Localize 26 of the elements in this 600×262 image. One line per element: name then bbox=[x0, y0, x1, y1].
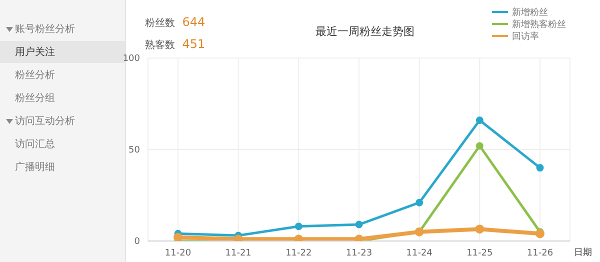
text: 广播明细 bbox=[15, 160, 55, 174]
x-tick-label: 11-21 bbox=[225, 248, 252, 258]
text: 访问互动分析 bbox=[15, 114, 75, 128]
text: 用户关注 bbox=[15, 46, 55, 59]
chart-title: 最近一周粉丝走势图 bbox=[314, 24, 416, 39]
x-tick-label: 11-22 bbox=[286, 248, 312, 258]
x-tick-label: 11-25 bbox=[466, 248, 493, 258]
y-tick-label: 50 bbox=[128, 146, 140, 156]
text: 访问汇总 bbox=[15, 138, 55, 151]
y-tick-label: 0 bbox=[134, 237, 140, 248]
text: 熟客数 bbox=[145, 40, 175, 51]
text: 644 bbox=[182, 15, 206, 29]
text: 粉丝数 bbox=[145, 18, 175, 29]
x-axis-title: 日期 bbox=[574, 246, 592, 259]
x-tick-label: 11-26 bbox=[526, 248, 554, 258]
legend-label: 新增粉丝 bbox=[512, 6, 548, 18]
legend-label: 新增熟客粉丝 bbox=[512, 18, 566, 30]
text: 451 bbox=[182, 37, 206, 51]
y-tick-label: 100 bbox=[122, 54, 140, 64]
x-tick-label: 11-23 bbox=[346, 248, 372, 258]
legend-label: 回访率 bbox=[512, 30, 539, 42]
x-tick-label: 11-20 bbox=[164, 248, 192, 258]
text: 粉丝分组 bbox=[15, 92, 55, 105]
text: 粉丝分析 bbox=[15, 68, 55, 82]
text: 账号粉丝分析 bbox=[15, 22, 75, 36]
x-tick-label: 11-24 bbox=[406, 248, 433, 258]
